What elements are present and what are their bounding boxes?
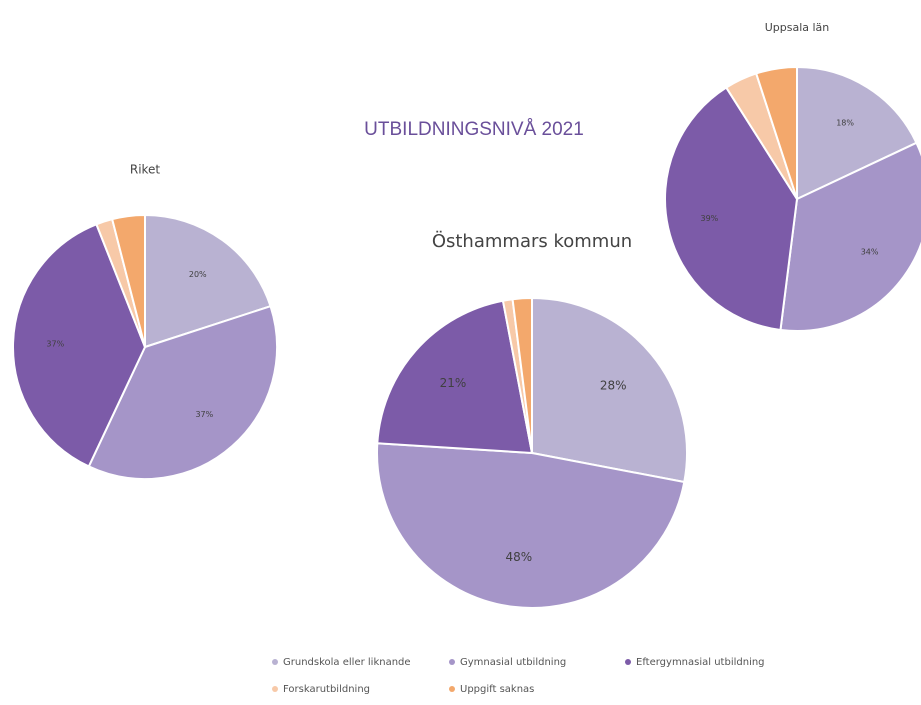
data-label: 21%	[440, 376, 467, 390]
pie-slice	[87, 304, 278, 480]
data-label: 20%	[189, 270, 207, 279]
page-title: UTBILDNINGSNIVÅ 2021	[364, 119, 584, 140]
pie-slice	[376, 442, 686, 609]
pie-slice	[796, 65, 918, 201]
legend-label: Eftergymnasial utbildning	[636, 657, 765, 668]
legend-label: Gymnasial utbildning	[460, 657, 566, 668]
data-label: 48%	[505, 550, 532, 564]
legend-marker	[272, 686, 278, 692]
legend-marker	[449, 659, 455, 665]
pie-slice	[144, 213, 272, 349]
legend-label: Uppgift saknas	[460, 684, 534, 695]
legend-marker	[449, 686, 455, 692]
pie-title: Riket	[130, 163, 161, 177]
pie-slice	[376, 299, 534, 455]
data-label: 34%	[861, 247, 879, 256]
data-label: 28%	[600, 378, 627, 392]
pie-slice	[779, 141, 921, 332]
pie-slice	[12, 222, 147, 468]
pie-title: Östhammars kommun	[432, 230, 632, 252]
pie-slice	[511, 296, 533, 454]
legend-label: Forskarutbildning	[283, 684, 370, 695]
data-label: 39%	[701, 214, 719, 223]
pie-slice	[531, 296, 688, 484]
legend-marker	[272, 659, 278, 665]
pie-slice	[754, 65, 798, 200]
data-label: 18%	[836, 119, 854, 128]
data-label: 37%	[195, 410, 213, 419]
pie-title: Uppsala län	[765, 21, 830, 34]
data-label: 37%	[46, 340, 64, 349]
legend-marker	[625, 659, 631, 665]
pie-slice	[110, 213, 146, 348]
legend-label: Grundskola eller liknande	[283, 657, 411, 668]
